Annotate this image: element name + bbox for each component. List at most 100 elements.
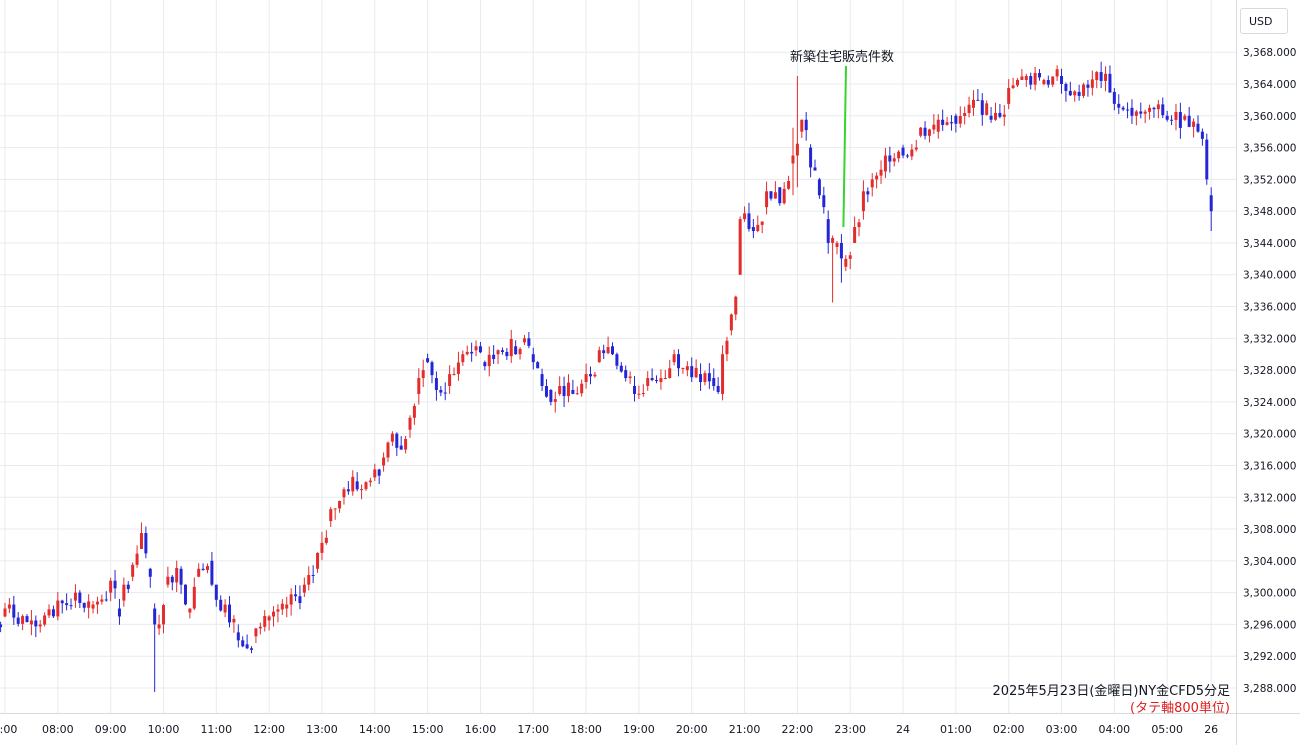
candle-body bbox=[210, 560, 214, 585]
candle-body bbox=[245, 644, 249, 649]
candle-body bbox=[166, 576, 170, 585]
y-tick-label: 3,288.000 bbox=[1243, 683, 1296, 695]
candle-body bbox=[69, 605, 73, 607]
candle-body bbox=[707, 373, 711, 382]
x-tick-label: 11:00 bbox=[200, 723, 232, 736]
y-tick-label: 3,328.000 bbox=[1243, 365, 1296, 377]
candle-body bbox=[153, 608, 157, 625]
candle-body bbox=[668, 368, 672, 378]
candle-body bbox=[1165, 115, 1169, 120]
y-tick-label: 3,324.000 bbox=[1243, 397, 1296, 409]
candle-body bbox=[206, 566, 209, 570]
candle-body bbox=[1126, 109, 1130, 111]
candle-body bbox=[500, 350, 504, 352]
candle-body bbox=[131, 564, 135, 577]
candle-body bbox=[1082, 84, 1086, 96]
candle-body bbox=[192, 586, 196, 609]
candle-body bbox=[338, 500, 342, 509]
candle-body bbox=[685, 366, 689, 371]
candle-body bbox=[51, 609, 55, 617]
candle-body bbox=[461, 354, 465, 363]
candle-body bbox=[936, 119, 940, 132]
candle-body bbox=[734, 296, 738, 315]
candle-body bbox=[879, 169, 883, 176]
candle-body bbox=[38, 624, 42, 627]
candle-body bbox=[544, 386, 548, 397]
candle-body bbox=[21, 616, 25, 624]
candle-body bbox=[800, 119, 804, 132]
candle-body bbox=[1196, 123, 1200, 132]
candle-body bbox=[747, 213, 751, 229]
candle-body bbox=[1112, 91, 1116, 104]
candle-body bbox=[971, 99, 975, 108]
candle-body bbox=[223, 604, 227, 613]
candle-body bbox=[65, 603, 69, 606]
candle-body bbox=[1007, 87, 1011, 104]
candle-body bbox=[280, 603, 284, 610]
candle-body bbox=[1130, 107, 1134, 116]
candle-body bbox=[905, 155, 909, 157]
x-tick-label: 19:00 bbox=[623, 723, 655, 736]
candle-body bbox=[1187, 115, 1191, 127]
candle-body bbox=[443, 392, 447, 394]
candle-body bbox=[1029, 76, 1033, 85]
candle-body bbox=[998, 112, 1002, 117]
currency-badge[interactable]: USD bbox=[1240, 8, 1288, 34]
candle-body bbox=[492, 354, 496, 360]
candle-body bbox=[699, 374, 703, 383]
candle-body bbox=[1011, 85, 1015, 88]
candle-body bbox=[122, 584, 126, 601]
candle-body bbox=[672, 354, 676, 363]
candle-body bbox=[773, 192, 777, 199]
candle-body bbox=[751, 227, 755, 232]
y-tick-label: 3,352.000 bbox=[1243, 174, 1296, 186]
candle-body bbox=[1108, 73, 1112, 93]
candle-body bbox=[43, 615, 47, 625]
candle-body bbox=[170, 576, 174, 583]
candle-body bbox=[681, 367, 685, 369]
candle-body bbox=[619, 365, 623, 372]
candle-body bbox=[949, 122, 953, 124]
candle-body bbox=[408, 417, 412, 430]
x-tick-label: 20:00 bbox=[676, 723, 708, 736]
candle-body bbox=[1090, 79, 1094, 88]
candle-body bbox=[329, 509, 333, 522]
candle-body bbox=[201, 568, 205, 570]
candle-body bbox=[117, 608, 121, 617]
candle-body bbox=[602, 350, 606, 354]
candle-body bbox=[1024, 76, 1028, 81]
candle-body bbox=[527, 338, 531, 346]
candle-body bbox=[901, 147, 905, 156]
candle-body bbox=[571, 389, 575, 394]
candle-body bbox=[646, 378, 650, 386]
candle-body bbox=[1038, 73, 1042, 78]
candle-body bbox=[1055, 69, 1059, 77]
x-tick-label: 09:00 bbox=[95, 723, 127, 736]
candle-body bbox=[505, 351, 509, 357]
y-tick-label: 3,368.000 bbox=[1243, 47, 1296, 59]
candle-body bbox=[56, 600, 60, 617]
candle-body bbox=[254, 628, 258, 637]
candle-body bbox=[677, 354, 681, 369]
candle-body bbox=[272, 611, 276, 617]
candle-body bbox=[355, 481, 359, 490]
candle-body bbox=[963, 113, 967, 117]
candle-body bbox=[892, 158, 896, 162]
y-tick-label: 3,292.000 bbox=[1243, 651, 1296, 663]
candle-body bbox=[382, 457, 386, 466]
candle-body bbox=[311, 575, 315, 577]
candle-body bbox=[294, 594, 298, 597]
candle-body bbox=[1152, 107, 1156, 110]
x-tick-label: 02:00 bbox=[993, 723, 1025, 736]
candle-body bbox=[399, 445, 403, 450]
chart-caption-sub: (タテ軸800単位) bbox=[1130, 701, 1230, 716]
candle-body bbox=[914, 147, 918, 150]
candle-body bbox=[743, 213, 747, 220]
candle-body bbox=[782, 188, 786, 204]
candle-body bbox=[791, 155, 795, 164]
candle-body bbox=[320, 542, 324, 553]
candle-body bbox=[989, 115, 993, 120]
candle-body bbox=[364, 482, 368, 490]
